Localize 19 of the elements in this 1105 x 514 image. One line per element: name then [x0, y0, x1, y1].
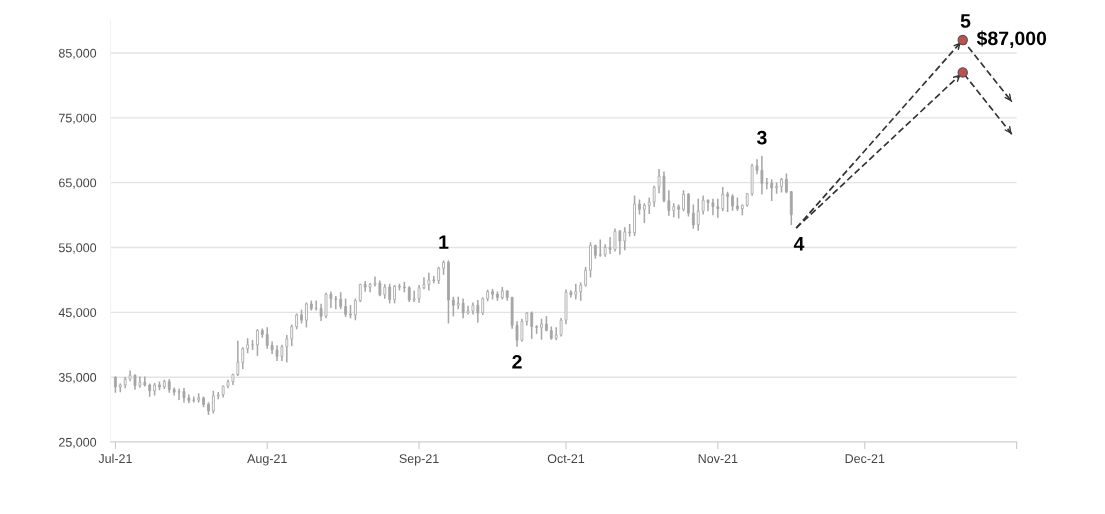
x-tick-label: Sep-21 — [399, 454, 439, 466]
annotation: 4 — [793, 237, 805, 251]
x-tick-label: Dec-21 — [845, 454, 885, 464]
y-tick-label: 45,000 — [58, 308, 97, 319]
y-tick-label: 75,000 — [59, 113, 97, 124]
annotation: 2 — [512, 354, 522, 369]
annotation: $87,000 — [976, 30, 1047, 49]
y-tick-label: 55,000 — [58, 243, 97, 254]
y-tick-label: 35,000 — [58, 373, 97, 384]
x-tick-label: Oct-21 — [547, 454, 585, 464]
y-tick-label: 65,000 — [59, 178, 97, 189]
annotation: 3 — [756, 130, 767, 145]
annotation: 5 — [960, 14, 971, 28]
y-tick-label: 25,000 — [59, 437, 97, 449]
y-tick-label: 85,000 — [58, 48, 97, 60]
x-tick-label: Jul-21 — [98, 453, 132, 464]
x-tick-label: Aug-21 — [247, 454, 287, 466]
annotation: 1 — [439, 235, 449, 249]
x-tick-label: Nov-21 — [698, 454, 738, 464]
